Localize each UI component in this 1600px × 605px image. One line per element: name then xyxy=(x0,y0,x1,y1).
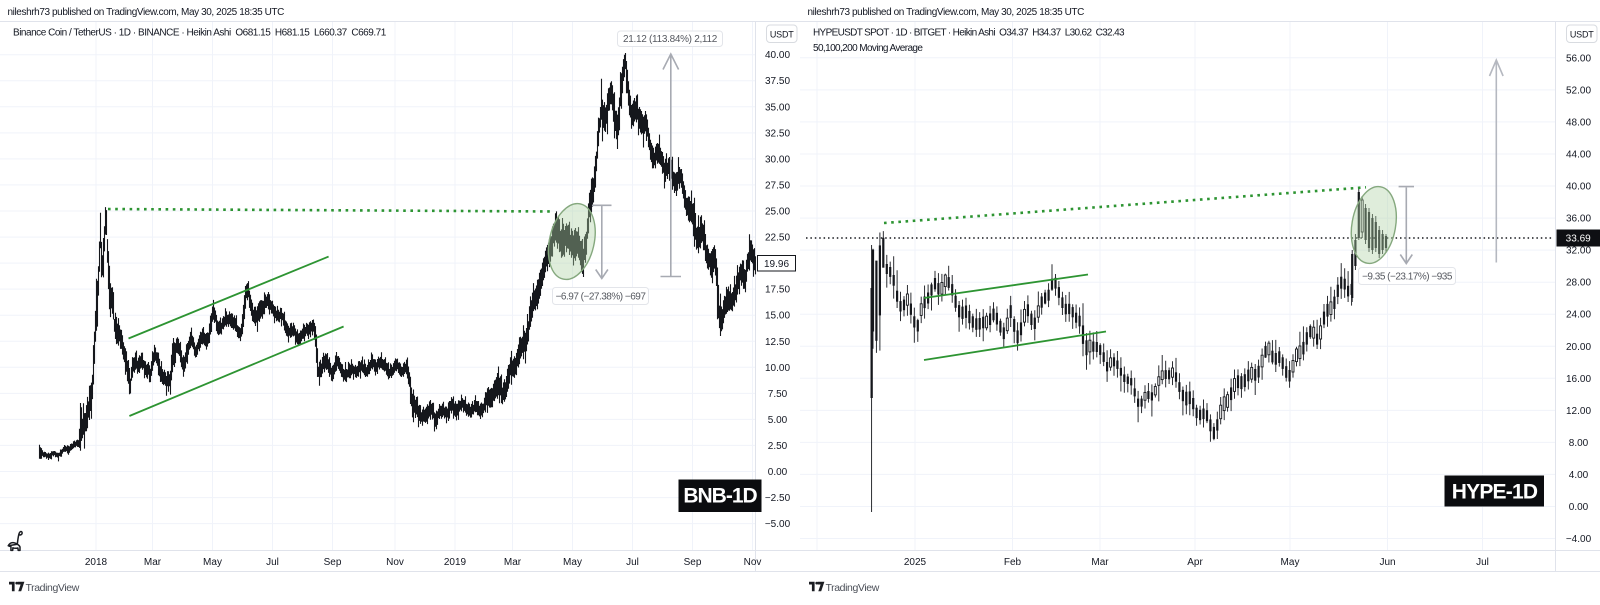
svg-text:USDT: USDT xyxy=(1570,29,1594,39)
svg-text:19.96: 19.96 xyxy=(764,259,789,270)
svg-text:30.00: 30.00 xyxy=(765,154,790,165)
svg-text:Nov: Nov xyxy=(386,557,404,568)
svg-text:−4.00: −4.00 xyxy=(1566,534,1592,545)
svg-text:−5.00: −5.00 xyxy=(765,519,791,530)
svg-text:Feb: Feb xyxy=(1004,557,1022,568)
svg-text:12.00: 12.00 xyxy=(1566,406,1591,417)
svg-text:35.00: 35.00 xyxy=(765,102,790,113)
svg-text:BNB-1D: BNB-1D xyxy=(683,485,757,508)
svg-text:32.00: 32.00 xyxy=(1566,246,1591,257)
svg-text:Jul: Jul xyxy=(626,557,639,568)
svg-text:−6.97 (−27.38%) −697: −6.97 (−27.38%) −697 xyxy=(556,292,647,303)
svg-text:−2.50: −2.50 xyxy=(765,493,791,504)
svg-text:Jun: Jun xyxy=(1379,557,1395,568)
svg-text:20.00: 20.00 xyxy=(1566,342,1591,353)
svg-text:8.00: 8.00 xyxy=(1569,438,1589,449)
svg-text:17.50: 17.50 xyxy=(765,285,790,296)
svg-text:37.50: 37.50 xyxy=(765,76,790,87)
svg-text:Mar: Mar xyxy=(504,557,522,568)
svg-text:10.00: 10.00 xyxy=(765,363,790,374)
svg-text:32.50: 32.50 xyxy=(765,128,790,139)
svg-text:40.00: 40.00 xyxy=(765,50,790,61)
svg-text:16.00: 16.00 xyxy=(1566,374,1591,385)
svg-text:28.00: 28.00 xyxy=(1566,278,1591,289)
svg-text:HYPEUSDT SPOT · 1D · BITGET ·: HYPEUSDT SPOT · 1D · BITGET · Heikin Ash… xyxy=(813,28,1125,39)
svg-text:27.50: 27.50 xyxy=(765,180,790,191)
svg-text:Mar: Mar xyxy=(1091,557,1109,568)
svg-text:Apr: Apr xyxy=(1187,557,1203,568)
svg-text:HYPE-1D: HYPE-1D xyxy=(1452,481,1538,504)
svg-text:USDT: USDT xyxy=(770,29,794,39)
svg-text:36.00: 36.00 xyxy=(1566,214,1591,225)
svg-text:2018: 2018 xyxy=(85,557,108,568)
svg-text:−9.35 (−23.17%) −935: −9.35 (−23.17%) −935 xyxy=(1362,272,1453,283)
svg-text:May: May xyxy=(203,557,222,568)
svg-text:0.00: 0.00 xyxy=(1569,502,1589,513)
svg-text:50,100,200 Moving Average: 50,100,200 Moving Average xyxy=(813,43,923,54)
svg-text:52.00: 52.00 xyxy=(1566,85,1591,96)
svg-text:Mar: Mar xyxy=(144,557,162,568)
svg-text:Sep: Sep xyxy=(684,557,702,568)
svg-text:0.00: 0.00 xyxy=(768,467,788,478)
svg-text:15.00: 15.00 xyxy=(765,311,790,322)
svg-text:Binance Coin / TetherUS · 1D ·: Binance Coin / TetherUS · 1D · BINANCE ·… xyxy=(13,28,387,39)
svg-text:TradingView: TradingView xyxy=(26,582,80,594)
svg-text:2.50: 2.50 xyxy=(768,441,788,452)
svg-text:Jul: Jul xyxy=(1476,557,1489,568)
svg-text:Nov: Nov xyxy=(744,557,762,568)
svg-text:24.00: 24.00 xyxy=(1566,310,1591,321)
svg-text:56.00: 56.00 xyxy=(1566,53,1591,64)
svg-text:2025: 2025 xyxy=(904,557,927,568)
svg-text:48.00: 48.00 xyxy=(1566,117,1591,128)
svg-text:7.50: 7.50 xyxy=(768,389,788,400)
svg-text:12.50: 12.50 xyxy=(765,337,790,348)
svg-text:4.00: 4.00 xyxy=(1569,470,1589,481)
svg-text:21.12 (113.84%) 2,112: 21.12 (113.84%) 2,112 xyxy=(623,34,718,45)
svg-text:May: May xyxy=(563,557,582,568)
svg-text:2019: 2019 xyxy=(444,557,467,568)
svg-text:nileshrh73 published on Tradin: nileshrh73 published on TradingView.com,… xyxy=(8,7,285,18)
svg-text:44.00: 44.00 xyxy=(1566,150,1591,161)
svg-text:May: May xyxy=(1281,557,1300,568)
svg-text:40.00: 40.00 xyxy=(1566,182,1591,193)
svg-text:25.00: 25.00 xyxy=(765,207,790,218)
svg-text:22.50: 22.50 xyxy=(765,233,790,244)
svg-text:33.69: 33.69 xyxy=(1566,234,1591,245)
svg-text:5.00: 5.00 xyxy=(768,415,788,426)
svg-text:TradingView: TradingView xyxy=(826,582,880,594)
svg-text:nileshrh73 published on Tradin: nileshrh73 published on TradingView.com,… xyxy=(808,7,1085,18)
svg-text:Sep: Sep xyxy=(324,557,342,568)
svg-text:Jul: Jul xyxy=(266,557,279,568)
